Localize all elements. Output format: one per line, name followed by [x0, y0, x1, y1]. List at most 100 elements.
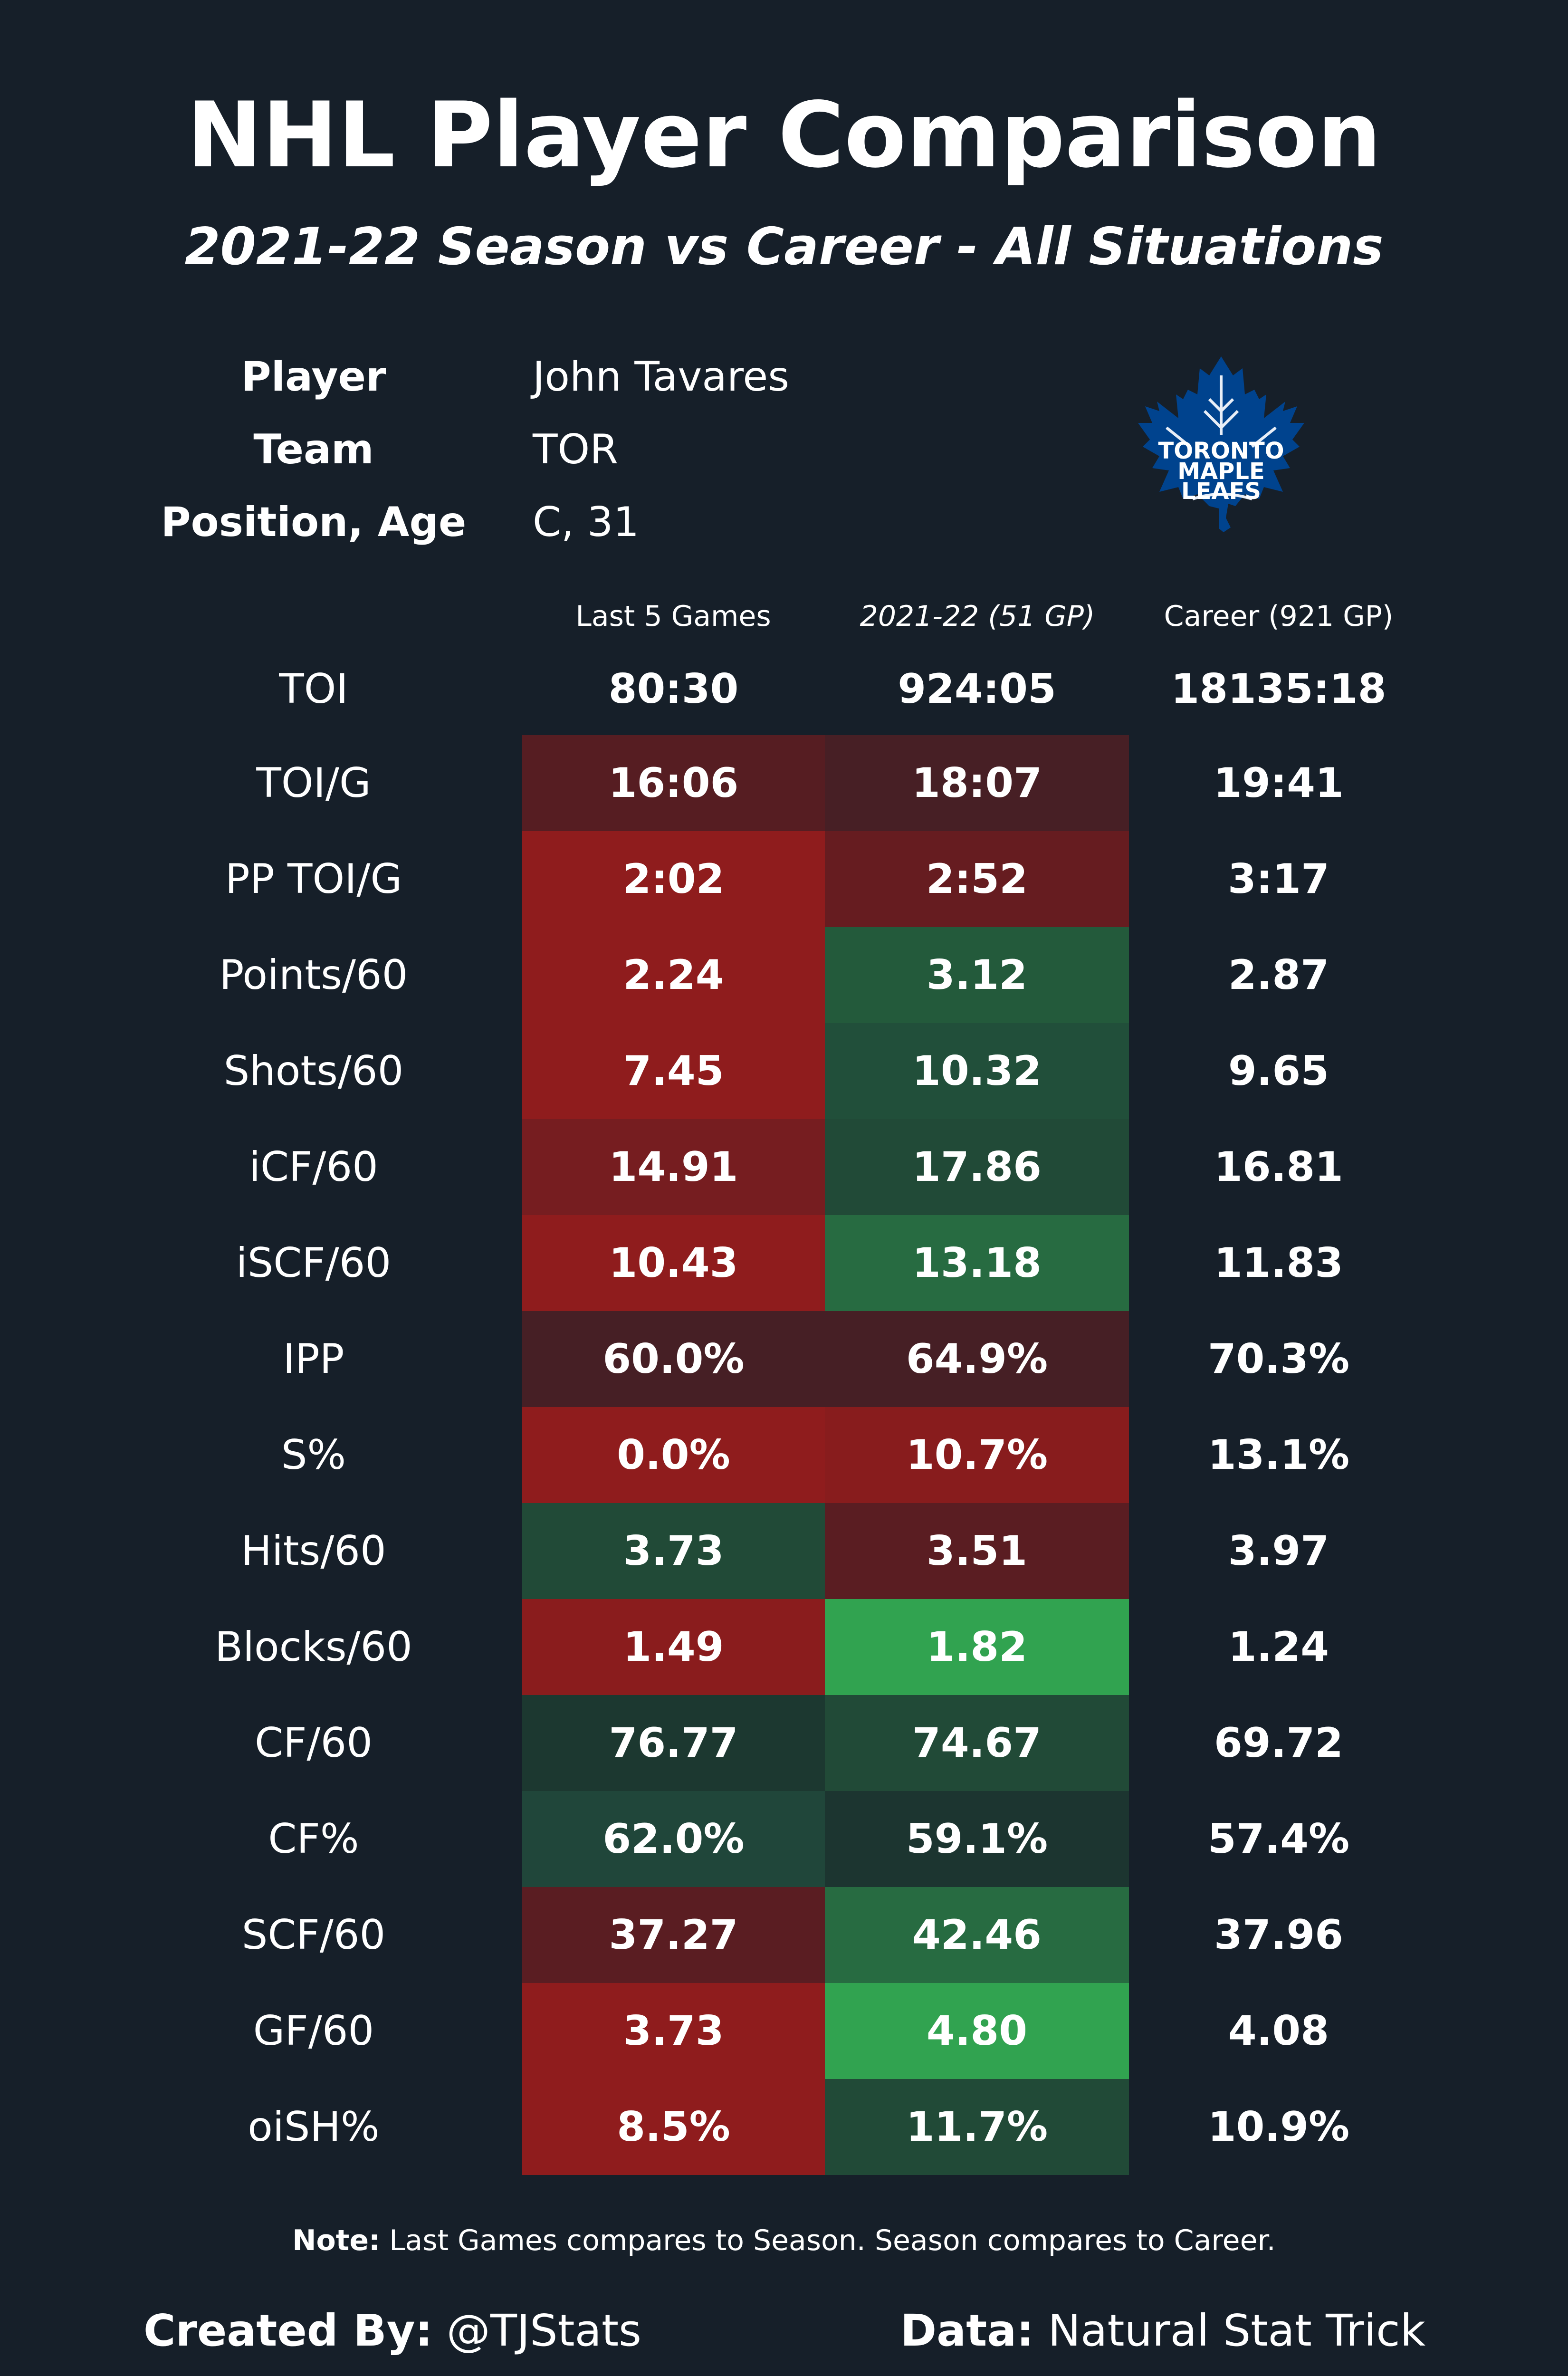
last-5-value: 62.0% [522, 1791, 825, 1887]
row-label: iSCF/60 [236, 1239, 392, 1287]
career-value: 9.65 [1228, 1047, 1329, 1095]
data-source: Data: Natural Stat Trick [900, 2305, 1425, 2357]
row-label: S% [281, 1431, 346, 1479]
column-header-last-5: Last 5 Games [575, 600, 771, 633]
last-5-value: 2:02 [522, 831, 825, 927]
page-subtitle: 2021-22 Season vs Career - All Situation… [184, 217, 1384, 277]
team-logo: TORONTO MAPLE LEAFS [1126, 352, 1316, 546]
season-value: 74.67 [825, 1695, 1129, 1791]
career-value: 19:41 [1214, 759, 1344, 807]
career-value: 37.96 [1214, 1911, 1344, 1959]
row-label: PP TOI/G [225, 855, 402, 903]
toi-row: TOI 80:30 924:05 18135:18 [0, 641, 1568, 737]
career-value: 3.97 [1228, 1527, 1329, 1575]
table-row: iCF/60 14.91 17.86 16.81 [0, 1119, 1568, 1215]
last-5-value: 7.45 [522, 1023, 825, 1119]
last-5-value: 60.0% [522, 1311, 825, 1407]
table-row: Blocks/60 1.49 1.82 1.24 [0, 1599, 1568, 1695]
maple-leaf-icon: TORONTO MAPLE LEAFS [1138, 356, 1304, 532]
last-5-value: 14.91 [522, 1119, 825, 1215]
table-row: IPP 60.0% 64.9% 70.3% [0, 1311, 1568, 1407]
table-row: GF/60 3.73 4.80 4.08 [0, 1983, 1568, 2079]
team-value: TOR [533, 426, 618, 473]
last-5-value: 0.0% [522, 1407, 825, 1503]
career-value: 16.81 [1214, 1143, 1344, 1191]
logo-text-line3: LEAFS [1181, 478, 1261, 505]
season-value: 2:52 [825, 831, 1129, 927]
column-header-season: 2021-22 (51 GP) [860, 600, 1095, 633]
career-value: 4.08 [1228, 2007, 1329, 2055]
player-label: Player [241, 353, 386, 401]
created-by-label: Created By: [143, 2305, 433, 2356]
table-row: PP TOI/G 2:02 2:52 3:17 [0, 831, 1568, 927]
data-source-value: Natural Stat Trick [1034, 2305, 1425, 2356]
table-row: CF% 62.0% 59.1% 57.4% [0, 1791, 1568, 1887]
table-row: iSCF/60 10.43 13.18 11.83 [0, 1215, 1568, 1311]
row-label: Points/60 [219, 951, 408, 999]
season-value: 3.12 [825, 927, 1129, 1023]
season-value: 924:05 [898, 665, 1056, 713]
table-row: Shots/60 7.45 10.32 9.65 [0, 1023, 1568, 1119]
row-label: CF/60 [255, 1719, 373, 1767]
position-age-value: C, 31 [533, 498, 640, 546]
team-label: Team [253, 426, 374, 473]
season-value: 4.80 [825, 1983, 1129, 2079]
row-label: Blocks/60 [215, 1623, 412, 1671]
season-value: 11.7% [825, 2079, 1129, 2175]
season-value: 10.7% [825, 1407, 1129, 1503]
row-label: CF% [268, 1815, 359, 1863]
season-value: 42.46 [825, 1887, 1129, 1983]
last-5-value: 8.5% [522, 2079, 825, 2175]
position-age-label: Position, Age [161, 498, 467, 546]
season-value: 18:07 [825, 735, 1129, 831]
last-5-value: 37.27 [522, 1887, 825, 1983]
season-value: 13.18 [825, 1215, 1129, 1311]
row-label: oiSH% [248, 2103, 380, 2151]
career-value: 1.24 [1228, 1623, 1329, 1671]
last-5-value: 2.24 [522, 927, 825, 1023]
career-value: 69.72 [1214, 1719, 1344, 1767]
table-row: oiSH% 8.5% 11.7% 10.9% [0, 2079, 1568, 2175]
season-value: 17.86 [825, 1119, 1129, 1215]
row-label: TOI [279, 665, 348, 713]
last-5-value: 3.73 [522, 1983, 825, 2079]
season-value: 1.82 [825, 1599, 1129, 1695]
row-label: SCF/60 [241, 1911, 386, 1959]
table-row: TOI/G 16:06 18:07 19:41 [0, 735, 1568, 831]
last-5-value: 80:30 [608, 665, 739, 713]
table-row: S% 0.0% 10.7% 13.1% [0, 1407, 1568, 1503]
row-label: iCF/60 [249, 1143, 378, 1191]
season-value: 59.1% [825, 1791, 1129, 1887]
data-source-label: Data: [900, 2305, 1034, 2356]
career-value: 57.4% [1207, 1815, 1350, 1863]
last-5-value: 16:06 [522, 735, 825, 831]
season-value: 3.51 [825, 1503, 1129, 1599]
created-by: Created By: @TJStats [143, 2305, 641, 2357]
season-value: 64.9% [825, 1311, 1129, 1407]
career-value: 70.3% [1207, 1335, 1350, 1383]
logo-text-line2: MAPLE [1177, 458, 1264, 485]
table-row: Points/60 2.24 3.12 2.87 [0, 927, 1568, 1023]
row-label: GF/60 [253, 2007, 374, 2055]
note-text: Last Games compares to Season. Season co… [380, 2224, 1276, 2257]
career-value: 11.83 [1214, 1239, 1344, 1287]
footnote: Note: Last Games compares to Season. Sea… [0, 2222, 1568, 2260]
last-5-value: 10.43 [522, 1215, 825, 1311]
note-label: Note: [292, 2224, 381, 2257]
last-5-value: 3.73 [522, 1503, 825, 1599]
career-value: 3:17 [1228, 855, 1329, 903]
career-value: 18135:18 [1171, 665, 1386, 713]
created-by-value: @TJStats [432, 2305, 641, 2356]
table-row: Hits/60 3.73 3.51 3.97 [0, 1503, 1568, 1599]
row-label: Shots/60 [223, 1047, 404, 1095]
last-5-value: 76.77 [522, 1695, 825, 1791]
column-header-career: Career (921 GP) [1164, 600, 1394, 633]
career-value: 13.1% [1207, 1431, 1350, 1479]
row-label: IPP [283, 1335, 344, 1383]
table-row: SCF/60 37.27 42.46 37.96 [0, 1887, 1568, 1983]
row-label: TOI/G [256, 759, 371, 807]
career-value: 10.9% [1207, 2103, 1350, 2151]
season-value: 10.32 [825, 1023, 1129, 1119]
player-value: John Tavares [533, 353, 790, 401]
row-label: Hits/60 [241, 1527, 386, 1575]
